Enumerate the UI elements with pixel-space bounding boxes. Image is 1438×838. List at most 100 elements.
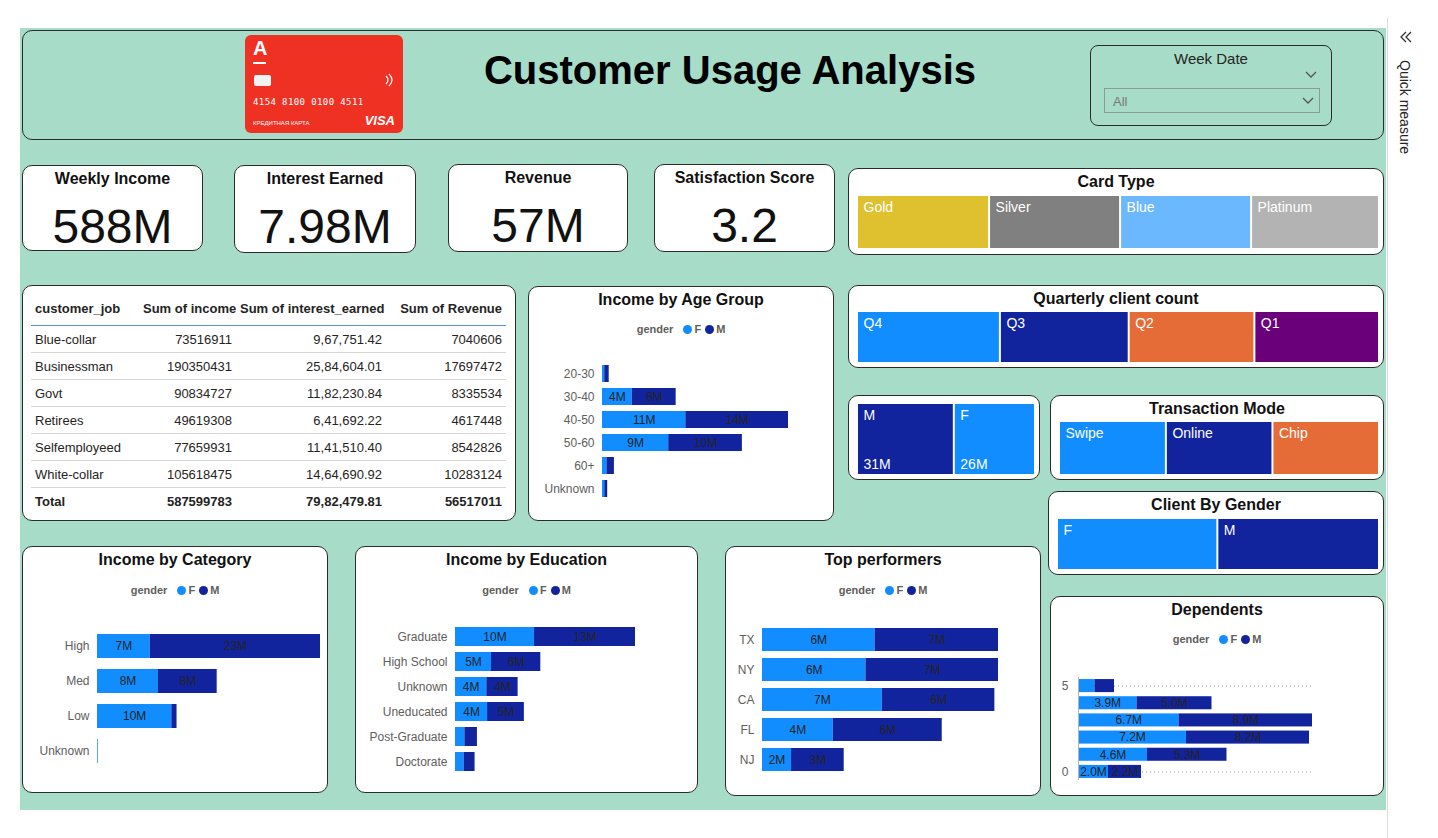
svg-text:7M: 7M bbox=[116, 639, 133, 653]
svg-text:F: F bbox=[1064, 522, 1073, 538]
svg-text:4M: 4M bbox=[790, 723, 807, 737]
html-text:Weekly Income: Weekly Income bbox=[54, 170, 171, 187]
svg-text:10M: 10M bbox=[483, 630, 506, 644]
svg-text:NJ: NJ bbox=[740, 753, 755, 767]
html-text:588M: 588M bbox=[52, 200, 173, 253]
html-text:57M: 57M bbox=[491, 199, 585, 252]
svg-text:F: F bbox=[960, 407, 969, 423]
svg-text:7M: 7M bbox=[928, 633, 945, 647]
svg-text:M: M bbox=[864, 407, 876, 423]
html-text:Customer Usage Analysis: Customer Usage Analysis bbox=[484, 48, 976, 92]
svg-text:40-50: 40-50 bbox=[564, 413, 595, 427]
svg-text:Q4: Q4 bbox=[864, 315, 883, 331]
svg-text:2.2M: 2.2M bbox=[1112, 765, 1139, 779]
svg-text:7M: 7M bbox=[814, 693, 831, 707]
svg-text:11M: 11M bbox=[633, 413, 655, 427]
svg-text:26M: 26M bbox=[960, 456, 987, 472]
svg-text:7M: 7M bbox=[924, 663, 941, 677]
svg-text:5.3M: 5.3M bbox=[1174, 748, 1201, 762]
svg-text:23M: 23M bbox=[224, 639, 247, 653]
svg-text:20-30: 20-30 bbox=[564, 367, 595, 381]
svg-text:13M: 13M bbox=[573, 630, 596, 644]
svg-text:Low: Low bbox=[67, 709, 89, 723]
svg-text:6M: 6M bbox=[508, 655, 525, 669]
svg-text:31M: 31M bbox=[864, 456, 891, 472]
svg-text:3M: 3M bbox=[810, 753, 827, 767]
svg-text:8M: 8M bbox=[179, 674, 196, 688]
svg-text:High School: High School bbox=[383, 655, 448, 669]
svg-text:High: High bbox=[65, 639, 90, 653]
svg-text:8.9M: 8.9M bbox=[1232, 713, 1259, 727]
svg-text:Graduate: Graduate bbox=[397, 630, 447, 644]
svg-text:5M: 5M bbox=[498, 705, 515, 719]
svg-text:6M: 6M bbox=[806, 663, 823, 677]
svg-text:Doctorate: Doctorate bbox=[395, 755, 447, 769]
svg-text:3.9M: 3.9M bbox=[1094, 696, 1121, 710]
svg-text:TX: TX bbox=[739, 633, 754, 647]
svg-text:6.7M: 6.7M bbox=[1115, 713, 1142, 727]
svg-text:Chip: Chip bbox=[1279, 425, 1308, 441]
html-text:3.2: 3.2 bbox=[711, 199, 778, 252]
svg-text:Silver: Silver bbox=[996, 199, 1031, 215]
svg-text:10M: 10M bbox=[694, 436, 717, 450]
svg-text:6M: 6M bbox=[810, 633, 827, 647]
svg-text:Unknown: Unknown bbox=[397, 680, 447, 694]
svg-text:5.0M: 5.0M bbox=[1161, 696, 1188, 710]
html-text:Quarterly client count: Quarterly client count bbox=[1033, 290, 1199, 307]
svg-text:4.6M: 4.6M bbox=[1100, 748, 1127, 762]
html-text:Client By Gender: Client By Gender bbox=[1151, 496, 1281, 513]
html-text:Satisfaction Score: Satisfaction Score bbox=[674, 169, 815, 186]
svg-text:7.2M: 7.2M bbox=[1119, 730, 1146, 744]
svg-text:6M: 6M bbox=[879, 723, 896, 737]
html-text:Dependents: Dependents bbox=[1171, 601, 1263, 618]
svg-text:Uneducated: Uneducated bbox=[383, 705, 448, 719]
svg-text:2.0M: 2.0M bbox=[1080, 765, 1107, 779]
html-text:Transaction Mode: Transaction Mode bbox=[1149, 400, 1285, 417]
svg-text:4M: 4M bbox=[463, 705, 480, 719]
svg-text:Med: Med bbox=[66, 674, 89, 688]
html-text:customer_job: customer_job bbox=[35, 300, 121, 316]
svg-text:10M: 10M bbox=[123, 709, 146, 723]
svg-text:NY: NY bbox=[738, 663, 755, 677]
svg-text:Q1: Q1 bbox=[1261, 315, 1280, 331]
html-text:Interest Earned: Interest Earned bbox=[266, 170, 384, 187]
svg-text:4M: 4M bbox=[494, 680, 511, 694]
svg-text:Q2: Q2 bbox=[1135, 315, 1154, 331]
html-text:Revenue: Revenue bbox=[504, 169, 572, 186]
svg-text:60+: 60+ bbox=[574, 459, 594, 473]
svg-text:4M: 4M bbox=[463, 680, 480, 694]
svg-text:0: 0 bbox=[1062, 765, 1069, 779]
svg-text:Q3: Q3 bbox=[1006, 315, 1025, 331]
svg-text:5: 5 bbox=[1062, 679, 1069, 693]
svg-text:2M: 2M bbox=[769, 753, 786, 767]
svg-text:Platinum: Platinum bbox=[1258, 199, 1312, 215]
svg-text:30-40: 30-40 bbox=[564, 390, 595, 404]
svg-text:8.2M: 8.2M bbox=[1235, 730, 1262, 744]
svg-text:M: M bbox=[1224, 522, 1236, 538]
html-text:Card Type: Card Type bbox=[1077, 173, 1155, 190]
svg-text:Blue: Blue bbox=[1127, 199, 1155, 215]
html-text:Quick measure: Quick measure bbox=[1397, 60, 1413, 155]
svg-text:Swipe: Swipe bbox=[1066, 425, 1104, 441]
svg-text:8M: 8M bbox=[120, 674, 137, 688]
svg-text:Gold: Gold bbox=[864, 199, 894, 215]
svg-text:Online: Online bbox=[1172, 425, 1213, 441]
svg-text:Unknown: Unknown bbox=[544, 482, 594, 496]
svg-text:CA: CA bbox=[738, 693, 755, 707]
svg-text:6M: 6M bbox=[930, 693, 947, 707]
html-text:Week Date: Week Date bbox=[1174, 50, 1248, 67]
html-text:Income by Education: Income by Education bbox=[446, 551, 607, 568]
html-text:Income by Category: Income by Category bbox=[98, 551, 252, 568]
svg-text:5M: 5M bbox=[465, 655, 482, 669]
svg-text:50-60: 50-60 bbox=[564, 436, 595, 450]
svg-text:9M: 9M bbox=[627, 436, 644, 450]
svg-text:14M: 14M bbox=[725, 413, 748, 427]
html-text:Income by Age Group: Income by Age Group bbox=[598, 291, 764, 308]
svg-text:Post-Graduate: Post-Graduate bbox=[369, 730, 447, 744]
svg-text:6M: 6M bbox=[646, 390, 663, 404]
svg-text:Unknown: Unknown bbox=[39, 744, 89, 758]
html-text:7.98M: 7.98M bbox=[258, 200, 392, 253]
svg-text:FL: FL bbox=[740, 723, 754, 737]
svg-text:4M: 4M bbox=[609, 390, 626, 404]
html-text:Top performers: Top performers bbox=[824, 551, 942, 568]
